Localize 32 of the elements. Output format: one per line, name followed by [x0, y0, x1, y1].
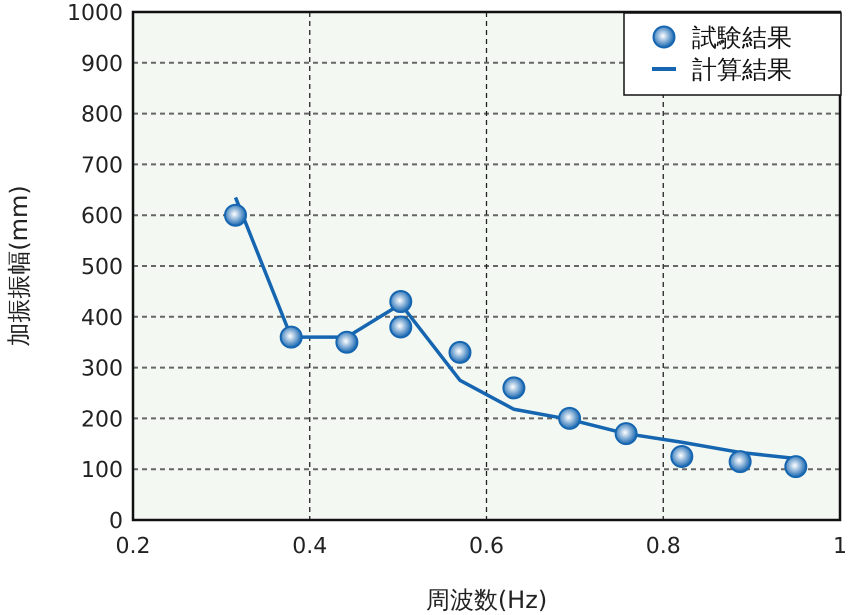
x-tick-label: 1 [833, 534, 847, 559]
x-tick-label: 0.6 [469, 534, 504, 559]
point [784, 455, 808, 478]
y-tick-label: 600 [81, 204, 123, 230]
y-tick-label: 800 [81, 102, 123, 128]
x-axis-title: 周波数(Hz) [426, 586, 548, 614]
legend-label: 計算結果 [692, 55, 792, 84]
point [389, 315, 412, 338]
y-tick-label: 100 [81, 458, 123, 484]
point [280, 326, 303, 349]
point [224, 204, 248, 227]
y-tick-label: 400 [81, 306, 123, 331]
y-tick-label: 900 [81, 52, 123, 77]
point [389, 290, 412, 314]
legend-label: 試験結果 [692, 23, 792, 52]
y-tick-label: 1000 [67, 1, 123, 26]
y-tick-label: 500 [81, 255, 123, 280]
y-tick-label: 300 [81, 356, 123, 382]
point [502, 376, 526, 400]
y-tick-label: 200 [81, 407, 123, 432]
x-tick-label: 0.4 [292, 534, 328, 559]
y-tick-label: 0 [109, 509, 123, 534]
point [335, 330, 358, 354]
x-tick-label: 0.2 [116, 534, 150, 559]
point [558, 406, 582, 430]
y-tick-label: 700 [81, 153, 123, 178]
point [728, 450, 752, 474]
point [614, 422, 638, 446]
x-tick-label: 0.8 [646, 534, 681, 559]
y-axis-title: 加振振幅(mm) [5, 185, 33, 347]
point [670, 445, 694, 468]
point [448, 340, 472, 364]
